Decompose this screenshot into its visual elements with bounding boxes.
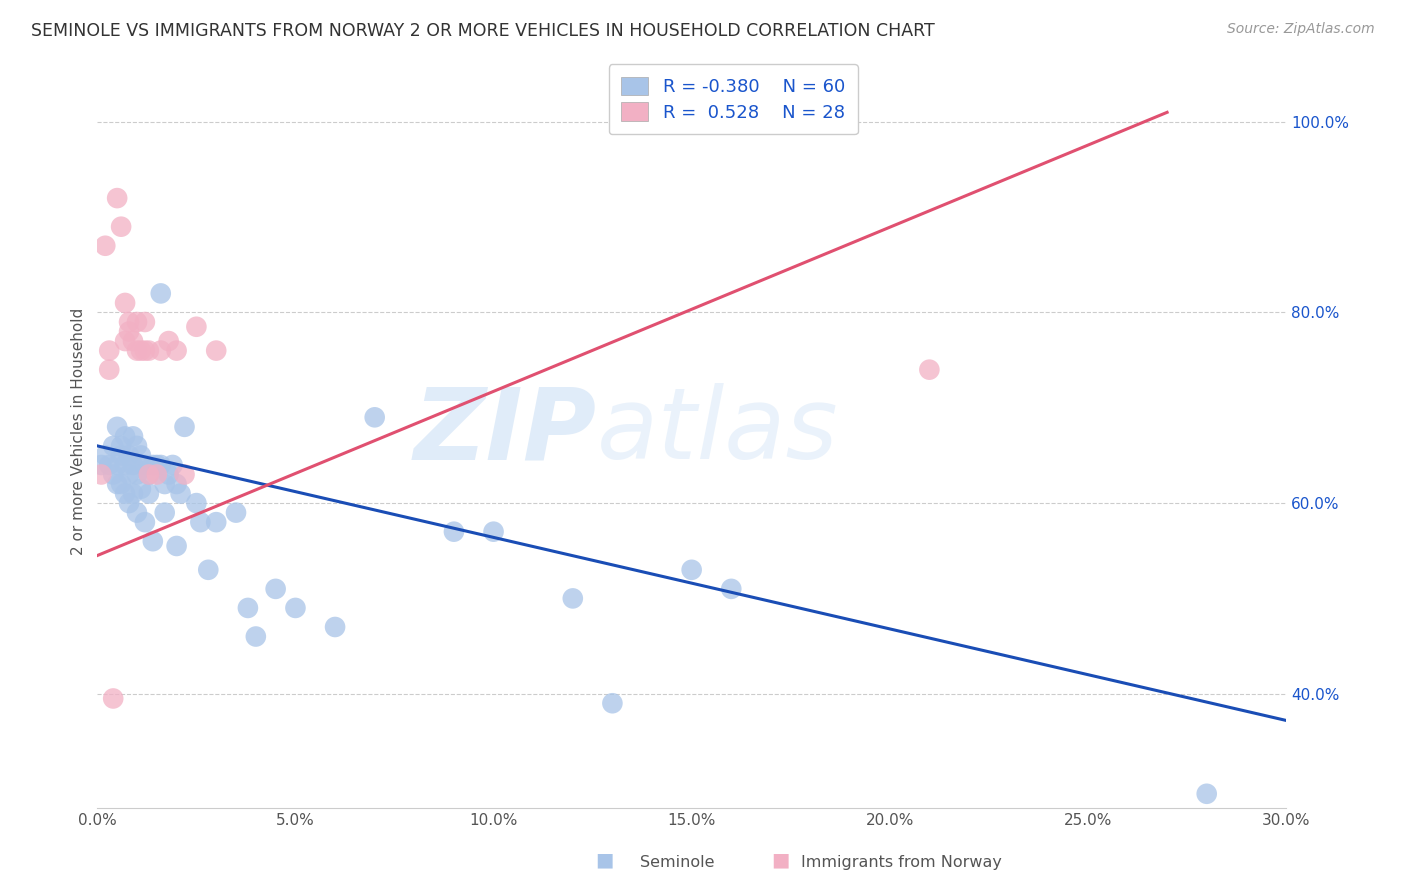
- Point: [134, 343, 156, 358]
- Point: [129, 449, 152, 463]
- Point: [166, 539, 188, 553]
- Point: [110, 219, 132, 234]
- Point: [125, 467, 148, 482]
- Point: [105, 458, 128, 472]
- Point: [114, 296, 136, 310]
- Point: [125, 506, 148, 520]
- Point: [142, 458, 165, 472]
- Point: [672, 105, 695, 120]
- Point: [918, 362, 941, 376]
- Point: [149, 343, 172, 358]
- Point: [205, 515, 228, 529]
- Point: [110, 439, 132, 453]
- Point: [125, 343, 148, 358]
- Point: [173, 420, 195, 434]
- Point: [205, 343, 228, 358]
- Point: [1195, 787, 1218, 801]
- Point: [153, 477, 176, 491]
- Text: SEMINOLE VS IMMIGRANTS FROM NORWAY 2 OR MORE VEHICLES IN HOUSEHOLD CORRELATION C: SEMINOLE VS IMMIGRANTS FROM NORWAY 2 OR …: [31, 22, 935, 40]
- Point: [482, 524, 505, 539]
- Point: [169, 486, 191, 500]
- Point: [122, 429, 145, 443]
- Point: [157, 334, 180, 348]
- Point: [186, 319, 208, 334]
- Point: [118, 325, 141, 339]
- Point: [94, 239, 117, 253]
- Point: [157, 467, 180, 482]
- Point: [129, 482, 152, 496]
- Point: [94, 449, 117, 463]
- Point: [125, 439, 148, 453]
- Point: [114, 458, 136, 472]
- Y-axis label: 2 or more Vehicles in Household: 2 or more Vehicles in Household: [72, 308, 86, 555]
- Point: [90, 467, 112, 482]
- Point: [142, 534, 165, 549]
- Point: [561, 591, 583, 606]
- Point: [264, 582, 287, 596]
- Text: Source: ZipAtlas.com: Source: ZipAtlas.com: [1227, 22, 1375, 37]
- Point: [122, 458, 145, 472]
- Point: [134, 315, 156, 329]
- Point: [363, 410, 385, 425]
- Point: [105, 420, 128, 434]
- Point: [138, 343, 160, 358]
- Point: [173, 467, 195, 482]
- Point: [149, 458, 172, 472]
- Point: [225, 506, 247, 520]
- Point: [110, 449, 132, 463]
- Point: [681, 563, 703, 577]
- Point: [138, 467, 160, 482]
- Point: [138, 486, 160, 500]
- Point: [122, 486, 145, 500]
- Point: [103, 691, 125, 706]
- Point: [114, 486, 136, 500]
- Point: [190, 515, 212, 529]
- Text: Immigrants from Norway: Immigrants from Norway: [801, 855, 1002, 870]
- Point: [602, 696, 624, 710]
- Point: [284, 601, 307, 615]
- Point: [146, 467, 169, 482]
- Point: [114, 429, 136, 443]
- Point: [105, 191, 128, 205]
- Point: [118, 467, 141, 482]
- Text: atlas: atlas: [596, 383, 838, 480]
- Point: [103, 467, 125, 482]
- Point: [118, 315, 141, 329]
- Point: [186, 496, 208, 510]
- Point: [134, 515, 156, 529]
- Point: [149, 286, 172, 301]
- Point: [323, 620, 346, 634]
- Point: [720, 582, 742, 596]
- Text: ZIP: ZIP: [413, 383, 596, 480]
- Point: [166, 343, 188, 358]
- Point: [162, 458, 184, 472]
- Point: [129, 343, 152, 358]
- Point: [134, 458, 156, 472]
- Legend: R = -0.380    N = 60, R =  0.528    N = 28: R = -0.380 N = 60, R = 0.528 N = 28: [609, 64, 858, 135]
- Point: [245, 630, 267, 644]
- Point: [122, 334, 145, 348]
- Point: [90, 458, 112, 472]
- Point: [103, 439, 125, 453]
- Point: [125, 315, 148, 329]
- Point: [110, 477, 132, 491]
- Point: [166, 477, 188, 491]
- Point: [98, 343, 121, 358]
- Text: Seminole: Seminole: [640, 855, 714, 870]
- Point: [98, 458, 121, 472]
- Point: [443, 524, 465, 539]
- Point: [114, 334, 136, 348]
- Point: [146, 458, 169, 472]
- Text: ■: ■: [595, 851, 614, 870]
- Point: [118, 449, 141, 463]
- Text: ■: ■: [770, 851, 790, 870]
- Point: [138, 467, 160, 482]
- Point: [236, 601, 259, 615]
- Point: [98, 362, 121, 376]
- Point: [153, 506, 176, 520]
- Point: [197, 563, 219, 577]
- Point: [105, 477, 128, 491]
- Point: [118, 496, 141, 510]
